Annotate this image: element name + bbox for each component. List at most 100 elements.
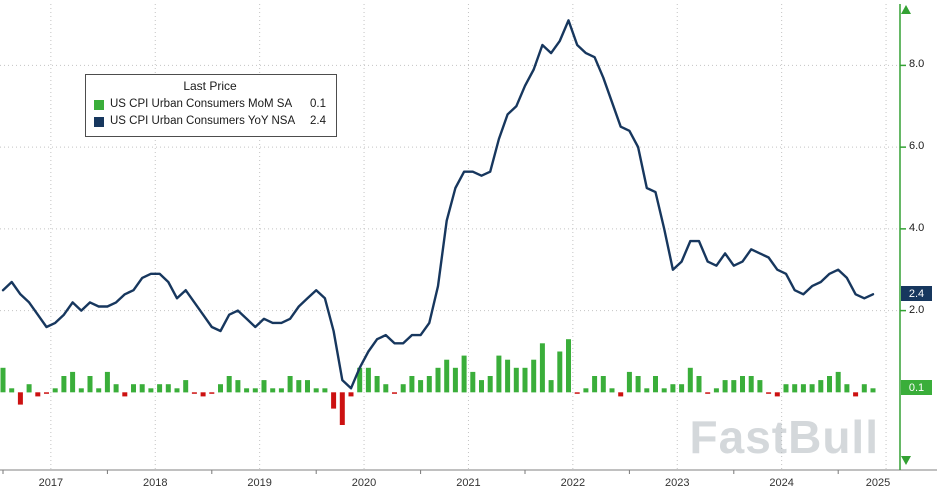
mom-bar xyxy=(270,388,276,393)
legend-title: Last Price xyxy=(183,79,237,93)
mom-bar xyxy=(679,384,685,393)
mom-bar xyxy=(331,392,337,409)
x-tick-label: 2023 xyxy=(665,477,690,489)
yoy-last-price-tag: 2.4 xyxy=(901,286,932,302)
x-tick-label: 2017 xyxy=(38,477,64,489)
chart-legend: Last Price US CPI Urban Consumers MoM SA… xyxy=(85,74,337,137)
mom-bar xyxy=(861,384,867,393)
mom-bar xyxy=(461,355,467,393)
mom-bar xyxy=(827,376,832,393)
mom-bar xyxy=(113,384,119,393)
mom-bar xyxy=(644,388,650,393)
mom-bar xyxy=(235,380,241,393)
mom-bar xyxy=(566,339,571,393)
mom-bar xyxy=(131,384,136,393)
legend-entry-yoy: US CPI Urban Consumers YoY NSA 2.4 xyxy=(94,113,326,130)
mom-bar xyxy=(209,392,215,394)
mom-bar xyxy=(278,388,284,393)
mom-bar xyxy=(531,359,537,393)
mom-bar xyxy=(365,367,371,393)
mom-bar xyxy=(548,380,554,393)
mom-bar xyxy=(9,388,15,393)
y-tick-label: 6.0 xyxy=(909,140,925,153)
mom-bar xyxy=(766,392,772,394)
mom-bar xyxy=(261,380,267,393)
mom-bar xyxy=(191,392,197,394)
mom-bar xyxy=(557,351,563,393)
mom-bar xyxy=(722,380,728,393)
x-tick-label: 2021 xyxy=(456,477,481,489)
mom-bar xyxy=(592,376,598,393)
mom-bar xyxy=(348,392,354,397)
mom-bar xyxy=(653,376,658,393)
mom-bar xyxy=(809,384,815,393)
mom-bar xyxy=(505,359,511,393)
mom-bar xyxy=(731,380,737,393)
mom-bar xyxy=(626,371,632,393)
mom-bar xyxy=(139,384,145,393)
mom-bar xyxy=(122,392,128,397)
mom-bar xyxy=(470,371,476,393)
mom-bar xyxy=(705,392,711,394)
mom-bar xyxy=(61,376,67,393)
mom-bar xyxy=(418,380,424,393)
legend-entry-mom-label: US CPI Urban Consumers MoM SA xyxy=(110,98,293,110)
mom-bar xyxy=(853,392,859,397)
mom-bar xyxy=(487,376,493,393)
mom-bar xyxy=(305,380,310,393)
mom-bar xyxy=(70,371,76,393)
mom-bar xyxy=(513,367,519,393)
mom-bar xyxy=(774,392,780,397)
mom-bar xyxy=(218,384,223,393)
mom-bar xyxy=(661,388,667,393)
mom-bar xyxy=(522,367,528,393)
mom-bar xyxy=(818,380,824,393)
mom-bar xyxy=(374,376,380,393)
y-tick-label: 8.0 xyxy=(909,58,925,71)
x-tick-label: 2020 xyxy=(351,477,377,489)
mom-bar xyxy=(165,384,171,393)
mom-bar xyxy=(479,380,484,393)
axis-scroll-up-icon[interactable] xyxy=(901,5,911,14)
mom-bar xyxy=(157,384,163,393)
mom-bar xyxy=(322,388,328,393)
mom-bar xyxy=(539,343,545,393)
mom-bar xyxy=(357,367,363,393)
mom-bar xyxy=(17,392,23,405)
x-tick-label: 2019 xyxy=(247,477,272,489)
mom-bar xyxy=(200,392,206,397)
legend-entry-yoy-label: US CPI Urban Consumers YoY NSA xyxy=(110,115,296,127)
yoy-series-swatch-icon xyxy=(94,116,104,127)
mom-bar xyxy=(696,376,702,393)
mom-bar xyxy=(740,376,745,393)
mom-bar xyxy=(687,367,693,393)
mom-bar xyxy=(574,392,580,394)
y-tick-label: 2.0 xyxy=(909,303,925,316)
mom-bar xyxy=(583,388,589,393)
mom-bar xyxy=(400,384,406,393)
mom-bar xyxy=(618,392,624,397)
mom-bar xyxy=(800,384,806,393)
mom-bar xyxy=(409,376,415,393)
mom-bar xyxy=(313,388,319,393)
axis-scroll-down-icon[interactable] xyxy=(901,456,911,465)
mom-bar xyxy=(444,359,450,393)
mom-bar xyxy=(783,384,789,393)
x-tick-label: 2024 xyxy=(769,477,794,489)
mom-bar xyxy=(635,376,641,393)
legend-entry-mom: US CPI Urban Consumers MoM SA 0.1 xyxy=(94,96,326,113)
mom-bar xyxy=(792,384,798,393)
mom-bar xyxy=(78,388,84,393)
mom-bar xyxy=(757,380,763,393)
mom-bar xyxy=(44,392,49,394)
mom-bar xyxy=(844,384,850,393)
mom-bar xyxy=(287,376,293,393)
mom-bar xyxy=(452,367,458,393)
mom-bar xyxy=(600,376,606,393)
mom-bar xyxy=(252,388,258,393)
legend-entry-yoy-value: 2.4 xyxy=(310,115,326,127)
mom-bar xyxy=(748,376,754,393)
mom-bar xyxy=(496,355,502,393)
x-tick-label: 2022 xyxy=(560,477,586,489)
